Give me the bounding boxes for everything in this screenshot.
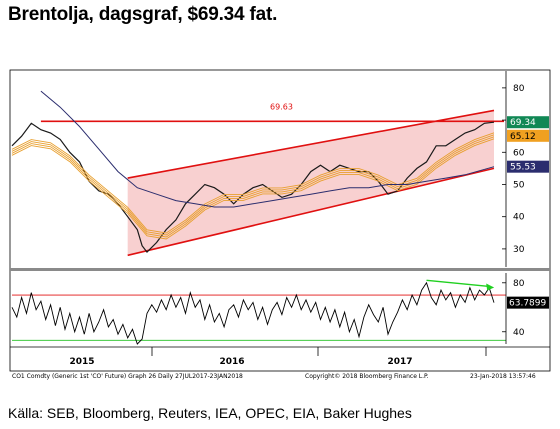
price-tick-label-3: 60 bbox=[513, 148, 525, 158]
ma-band-line-3 bbox=[11, 138, 495, 240]
ma-band-last-tag-text: 65.12 bbox=[510, 132, 536, 142]
footer-left: CO1 Comdty (Generic 1st 'CO' Future) Gra… bbox=[12, 373, 243, 380]
price-last-tag-bg bbox=[507, 116, 549, 129]
rsi-tick-label-1: 80 bbox=[513, 279, 525, 289]
price-tick-label-2: 50 bbox=[513, 180, 525, 190]
panel-separator bbox=[10, 268, 550, 271]
ma-long-last-tag-bg bbox=[507, 160, 549, 173]
rsi-panel: 40 80 63.7899 bbox=[11, 273, 549, 345]
rsi-tick-label-0: 40 bbox=[513, 328, 525, 338]
footer-center: Copyright© 2018 Bloomberg Finance L.P. bbox=[305, 373, 429, 380]
source-note: Källa: SEB, Bloomberg, Reuters, IEA, OPE… bbox=[8, 405, 412, 421]
ma-long-last-tag-text: 55.53 bbox=[510, 163, 536, 173]
rsi-last-tag-bg bbox=[507, 296, 549, 309]
ma-band-last-tag-bg bbox=[507, 129, 549, 142]
x-tick-label-1: 2016 bbox=[219, 357, 244, 367]
x-axis: 2015 2016 2017 bbox=[10, 346, 550, 367]
rsi-last-tag-text: 63.7899 bbox=[509, 299, 546, 309]
channel-lower-line bbox=[127, 167, 495, 257]
chart-title: Brentolja, dagsgraf, $69.34 fat. bbox=[8, 4, 278, 25]
resistance-label: 69.63 bbox=[270, 102, 293, 111]
divergence-line bbox=[426, 279, 490, 288]
price-last-tag-text: 69.34 bbox=[510, 118, 536, 128]
ma-band-line-0 bbox=[11, 132, 495, 234]
price-tick-label-0: 30 bbox=[513, 245, 525, 255]
channel-fill bbox=[127, 110, 495, 256]
ma-long-line bbox=[40, 90, 495, 208]
ma-band-line-1 bbox=[11, 134, 495, 236]
x-tick-label-0: 2015 bbox=[69, 357, 94, 367]
footer-right: 23-Jan-2018 13:57:46 bbox=[470, 373, 536, 380]
price-tick-label-5: 80 bbox=[513, 84, 525, 94]
divergence-arrow-head bbox=[486, 283, 495, 291]
price-tick-label-1: 40 bbox=[513, 213, 525, 223]
price-line bbox=[11, 121, 495, 254]
rsi-line bbox=[11, 281, 495, 345]
x-tick-label-2: 2017 bbox=[387, 357, 412, 367]
